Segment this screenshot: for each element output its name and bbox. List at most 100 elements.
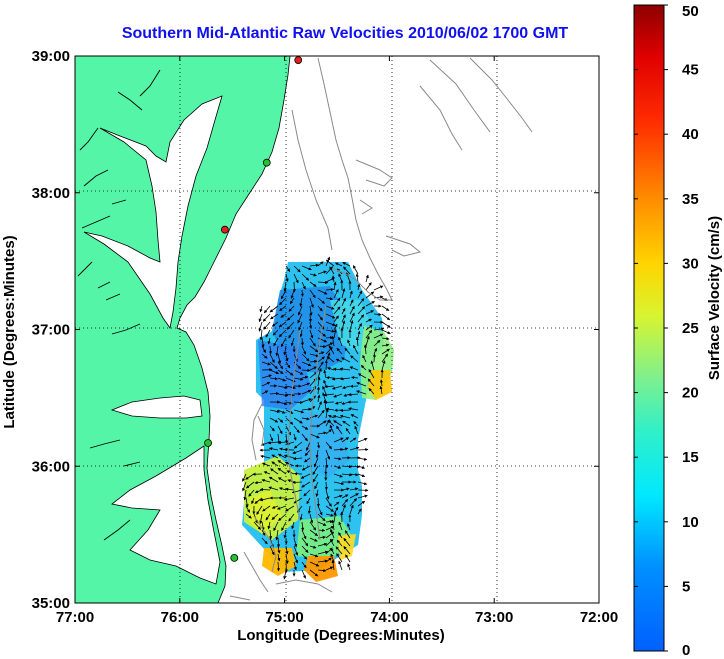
velocity-arrow (276, 561, 281, 572)
velocity-arrow (259, 497, 271, 502)
velocity-arrow (381, 313, 391, 321)
velocity-arrow (275, 345, 279, 357)
velocity-arrow (300, 473, 311, 479)
velocity-arrow (293, 433, 297, 441)
velocity-arrow (333, 306, 341, 315)
colorbar (633, 4, 665, 652)
velocity-arrow (317, 542, 328, 547)
velocity-arrow (381, 348, 390, 355)
velocity-arrow (348, 407, 359, 411)
velocity-arrow (285, 265, 291, 272)
velocity-arrow (261, 529, 266, 536)
velocity-arrow (309, 263, 320, 267)
colorbar-tick-label: 0 (682, 642, 690, 659)
velocity-arrow (333, 447, 344, 452)
velocity-arrow (280, 289, 287, 300)
velocity-arrow (285, 353, 289, 362)
colorbar-tick-label: 30 (682, 255, 699, 272)
velocity-arrow (349, 299, 354, 307)
velocity-arrow (285, 545, 289, 555)
velocity-arrow (345, 427, 351, 435)
velocity-arrow (271, 321, 279, 327)
velocity-arrow (277, 553, 281, 562)
velocity-arrow (349, 305, 355, 315)
y-tick-label: 35:00 (32, 595, 70, 612)
velocity-arrow (352, 265, 359, 275)
velocity-arrow (288, 513, 295, 522)
velocity-arrow (293, 377, 304, 381)
velocity-arrow (243, 489, 247, 501)
velocity-arrow (267, 337, 271, 345)
velocity-arrow (373, 295, 384, 299)
velocity-arrow (284, 561, 288, 573)
velocity-arrow (368, 388, 375, 395)
velocity-arrow (269, 409, 281, 414)
x-tick-label: 73:00 (475, 609, 513, 626)
velocity-arrow (265, 329, 271, 338)
velocity-arrow (277, 409, 286, 414)
colorbar-tick-label: 10 (682, 514, 699, 531)
velocity-arrow (365, 301, 375, 307)
velocity-arrow (344, 530, 351, 539)
velocity-arrow (333, 494, 343, 499)
velocity-arrow (317, 337, 328, 343)
velocity-arrow (292, 449, 303, 454)
velocity-arrow (317, 550, 329, 555)
velocity-arrow (268, 486, 279, 491)
velocity-arrow (336, 347, 343, 355)
velocity-arrow (362, 354, 367, 363)
velocity-arrow (309, 513, 314, 524)
velocity-arrow (317, 568, 327, 573)
velocity-arrow (331, 335, 335, 347)
velocity-arrow (325, 449, 331, 460)
velocity-arrow (317, 521, 327, 526)
velocity-arrow (349, 366, 359, 371)
velocity-arrow (324, 481, 328, 491)
velocity-arrow (325, 441, 332, 450)
velocity-arrow (277, 477, 287, 483)
velocity-arrow (316, 497, 320, 508)
velocity-arrow (293, 545, 299, 556)
velocity-arrow (317, 420, 327, 427)
velocity-arrow (269, 377, 279, 381)
velocity-arrow (352, 344, 359, 355)
velocity-arrow (300, 337, 304, 346)
velocity-arrow (306, 441, 311, 451)
velocity-arrow (261, 390, 269, 395)
velocity-arrow (357, 457, 368, 461)
velocity-arrow (342, 420, 351, 427)
velocity-arrow (341, 487, 350, 491)
velocity-arrow (357, 323, 362, 331)
velocity-arrow (336, 539, 343, 547)
velocity-arrow (324, 384, 335, 389)
velocity-arrow (304, 457, 311, 463)
velocity-arrow (269, 361, 278, 369)
velocity-arrow (325, 408, 329, 419)
y-tick-label: 38:00 (32, 185, 70, 202)
velocity-arrow (317, 329, 327, 337)
velocity-arrow (333, 501, 340, 507)
velocity-arrow (272, 329, 279, 336)
velocity-arrow (363, 344, 368, 355)
velocity-arrow (333, 315, 339, 323)
velocity-arrow (356, 390, 367, 395)
x-tick-label: 77:00 (56, 609, 94, 626)
station-marker (204, 439, 212, 447)
velocity-arrow (285, 433, 289, 444)
station-marker (262, 158, 271, 167)
velocity-arrow (333, 481, 345, 486)
velocity-arrow (267, 441, 279, 445)
colorbar-tick-label: 50 (682, 3, 699, 20)
velocity-arrow (268, 345, 273, 355)
velocity-arrow (293, 417, 303, 424)
velocity-arrow (285, 385, 297, 390)
x-axis-label: Longitude (Degrees:Minutes) (237, 627, 445, 644)
velocity-arrow (373, 285, 384, 291)
velocity-arrow (253, 521, 261, 530)
velocity-arrow (309, 366, 317, 371)
velocity-arrow (263, 471, 271, 475)
velocity-arrow (325, 526, 335, 531)
velocity-arrow (285, 553, 289, 565)
velocity-arrow (261, 345, 266, 353)
colorbar-tick-label: 45 (682, 62, 699, 79)
